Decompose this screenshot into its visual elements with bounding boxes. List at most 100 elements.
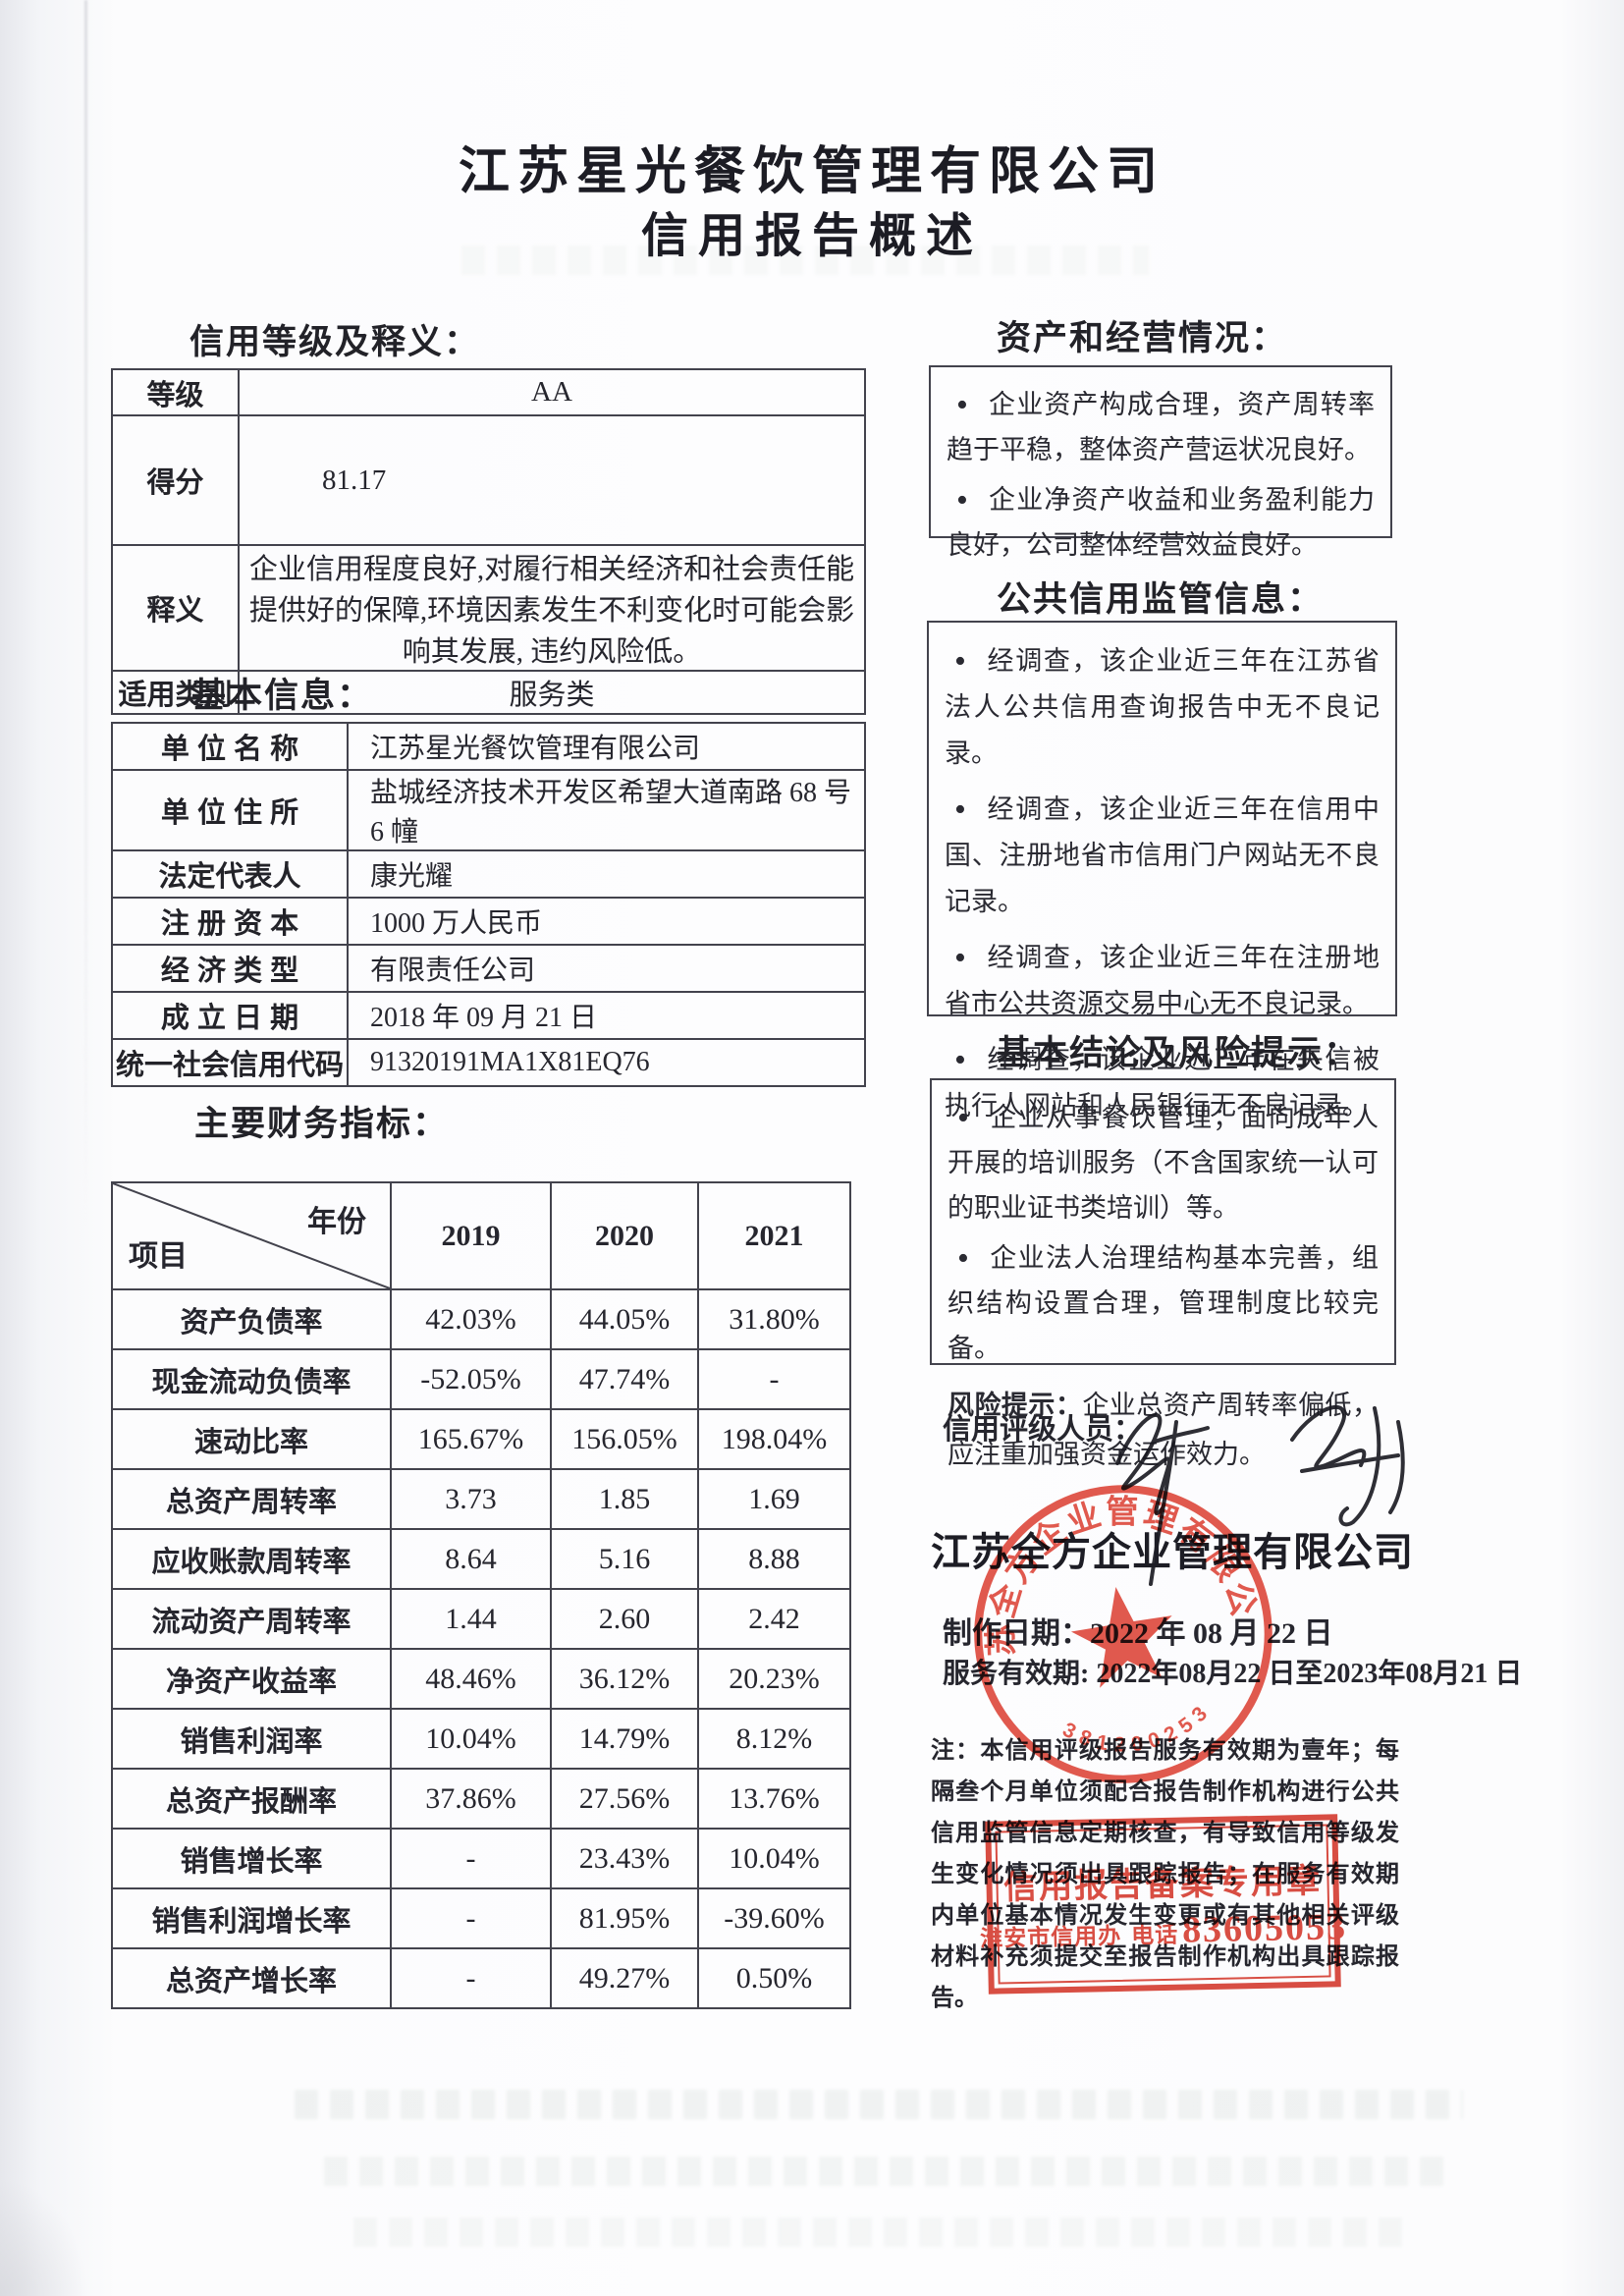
financial-table: 年份 项目 2019 2020 2021 资产负债率 42.03% 44.05% xyxy=(111,1181,851,2009)
financial-row-label: 总资产增长率 xyxy=(111,1947,392,2009)
rect-stamp-line2: 淮安市信用办 电话 83605053 xyxy=(980,1905,1348,1956)
validity-line: 服务有效期: 2022年08月22 日至2023年08月21 日 xyxy=(943,1652,1522,1691)
financial-value-2020: 27.56% xyxy=(550,1768,699,1830)
financial-value-2020: 5.16 xyxy=(550,1528,699,1590)
basic-info-value: 2018 年 09 月 21 日 xyxy=(347,991,866,1040)
report-title-company: 江苏星光餐饮管理有限公司 xyxy=(458,144,1165,200)
financial-row: 现金流动负债率 -52.05% 47.74% - xyxy=(111,1348,851,1410)
assets-bullet-list: 企业资产构成合理，资产周转率趋于平稳，整体资产营运状况良好。企业净资产收益和业务… xyxy=(931,367,1390,568)
financial-row: 应收账款周转率 8.64 5.16 8.88 xyxy=(111,1528,851,1590)
financial-year-header: 2020 xyxy=(550,1181,699,1290)
financial-value-2021: 0.50% xyxy=(697,1947,851,2009)
financial-value-2019: - xyxy=(390,1828,552,1889)
financial-value-2019: - xyxy=(390,1887,552,1949)
financial-row-label: 应收账款周转率 xyxy=(111,1528,392,1590)
rating-row-value: 81.17 xyxy=(238,414,866,546)
basic-info-value: 1000 万人民币 xyxy=(347,897,866,946)
public-credit-bullet: 经调查，该企业近三年在信用中国、注册地省市信用门户网站无不良记录。 xyxy=(945,785,1380,925)
financial-year-header: 2021 xyxy=(697,1181,851,1290)
diagonal-line xyxy=(113,1183,390,1288)
basic-info-label: 统一社会信用代码 xyxy=(111,1038,349,1087)
assets-box: 企业资产构成合理，资产周转率趋于平稳，整体资产营运状况良好。企业净资产收益和业务… xyxy=(929,365,1392,560)
conclusion-box: 企业从事餐饮管理；面向成年人开展的培训服务（不含国家统一认可的职业证书类培训）等… xyxy=(930,1078,1396,1469)
validity-label: 服务有效期: xyxy=(943,1659,1090,1689)
financial-value-2020: 44.05% xyxy=(550,1288,699,1350)
financial-value-2019: 8.64 xyxy=(390,1528,552,1590)
rating-table-row: 得分 81.17 xyxy=(111,414,866,546)
financial-value-2019: 37.86% xyxy=(390,1768,552,1830)
rater-signatures xyxy=(1115,1405,1405,1586)
financial-row-label: 资产负债率 xyxy=(111,1288,392,1350)
rating-row-label: 得分 xyxy=(111,414,240,546)
assets-bullet: 企业资产构成合理，资产周转率趋于平稳，整体资产营运状况良好。 xyxy=(947,381,1375,472)
basic-info-value: 江苏星光餐饮管理有限公司 xyxy=(347,722,866,771)
conclusion-bullet: 企业从事餐饮管理；面向成年人开展的培训服务（不含国家统一认可的职业证书类培训）等… xyxy=(947,1094,1379,1230)
financial-value-2020: 36.12% xyxy=(550,1648,699,1710)
financial-value-2021: -39.60% xyxy=(697,1887,851,1949)
conclusion-bullet-list: 企业从事餐饮管理；面向成年人开展的培训服务（不含国家统一认可的职业证书类培训）等… xyxy=(932,1080,1394,1371)
note-paragraph: 注：本信用评级报告服务有效期为壹年；每隔叁个月单位须配合报告制作机构进行公共信用… xyxy=(931,1738,1399,2011)
rating-row-value: 企业信用程度良好,对履行相关经济和社会责任能提供好的保障,环境因素发生不利变化时… xyxy=(238,544,866,672)
assets-section-heading: 资产和经营情况： xyxy=(997,319,1288,357)
financial-row-label: 总资产周转率 xyxy=(111,1468,392,1530)
financial-row-label: 销售利润增长率 xyxy=(111,1887,392,1949)
rect-stamp-line1: 信用报告备案专用章 xyxy=(1002,1863,1323,1906)
corner-item-label: 项目 xyxy=(129,1240,188,1273)
basic-info-heading: 基本信息： xyxy=(191,677,374,715)
ink-bleed-artifact xyxy=(461,246,1149,275)
basic-info-label: 法定代表人 xyxy=(111,849,349,899)
conclusion-bullet: 企业法人治理结构基本完善，组织结构设置合理，管理制度比较完备。 xyxy=(947,1234,1379,1371)
basic-info-label: 经 济 类 型 xyxy=(111,944,349,993)
financial-row: 资产负债率 42.03% 44.05% 31.80% xyxy=(111,1288,851,1350)
financial-value-2019: 3.73 xyxy=(390,1468,552,1530)
made-date-label: 制作日期： xyxy=(943,1617,1090,1650)
rect-stamp-phone-number: 83605053 xyxy=(1181,1905,1348,1951)
basic-info-row: 单 位 住 所 盐城经济技术开发区希望大道南路 68 号 6 幢 xyxy=(111,769,866,851)
financial-row: 净资产收益率 48.46% 36.12% 20.23% xyxy=(111,1648,851,1710)
financial-value-2021: 1.69 xyxy=(697,1468,851,1530)
ink-bleed-artifact xyxy=(324,2157,1453,2186)
financial-value-2021: 8.88 xyxy=(697,1528,851,1590)
financial-value-2020: 1.85 xyxy=(550,1468,699,1530)
financial-value-2020: 14.79% xyxy=(550,1708,699,1770)
financial-value-2019: - xyxy=(390,1947,552,2009)
rating-table: 等级 AA 得分 81.17 释义 企业信用程度良好,对履行相关经济和社会责任能… xyxy=(111,368,866,715)
basic-info-value: 91320191MA1X81EQ76 xyxy=(347,1038,866,1087)
round-company-stamp: 江苏全方企业管理有限公司 381200253 xyxy=(930,1441,1272,1783)
financial-section-heading: 主要财务指标： xyxy=(194,1105,450,1143)
basic-info-value: 康光耀 xyxy=(347,849,866,899)
risk-warning-text: 企业总资产周转率偏低，应注重加强资金运作效力。 xyxy=(947,1391,1380,1469)
financial-row-label: 总资产报酬率 xyxy=(111,1768,392,1830)
rater-label: 信用评级人员： xyxy=(943,1414,1143,1446)
financial-row-label: 现金流动负债率 xyxy=(111,1348,392,1410)
financial-value-2019: 165.67% xyxy=(390,1408,552,1470)
financial-value-2021: 13.76% xyxy=(697,1768,851,1830)
corner-year-label: 年份 xyxy=(307,1206,366,1238)
scan-corner-shadow xyxy=(0,2178,88,2296)
basic-info-value: 有限责任公司 xyxy=(347,944,866,993)
basic-info-table: 单 位 名 称 江苏星光餐饮管理有限公司 单 位 住 所 盐城经济技术开发区希望… xyxy=(111,722,866,1087)
financial-value-2021: 10.04% xyxy=(697,1828,851,1889)
conclusion-heading: 基本结论及风险提示： xyxy=(997,1034,1361,1072)
financial-row: 销售利润增长率 - 81.95% -39.60% xyxy=(111,1887,851,1949)
basic-info-label: 单 位 住 所 xyxy=(111,769,349,851)
financial-value-2019: 1.44 xyxy=(390,1588,552,1650)
rating-row-label: 释义 xyxy=(111,544,240,672)
financial-value-2020: 49.27% xyxy=(550,1947,699,2009)
assets-bullet: 企业净资产收益和业务盈利能力良好，公司整体经营效益良好。 xyxy=(947,476,1375,568)
rating-row-label: 等级 xyxy=(111,368,240,416)
financial-row: 流动资产周转率 1.44 2.60 2.42 xyxy=(111,1588,851,1650)
basic-info-label: 成 立 日 期 xyxy=(111,991,349,1040)
financial-corner-cell: 年份 项目 xyxy=(111,1181,392,1290)
risk-warning: 风险提示：企业总资产周转率偏低，应注重加强资金运作效力。 xyxy=(932,1375,1394,1479)
rating-row-label: 适用类别 xyxy=(111,670,240,715)
report-title-subtitle: 信用报告概述 xyxy=(640,210,983,262)
financial-row-label: 销售利润率 xyxy=(111,1708,392,1770)
financial-value-2021: 20.23% xyxy=(697,1648,851,1710)
basic-info-label: 注 册 资 本 xyxy=(111,897,349,946)
financial-row: 总资产增长率 - 49.27% 0.50% xyxy=(111,1947,851,2009)
stamp-star-icon xyxy=(1070,1587,1172,1688)
financial-value-2019: 10.04% xyxy=(390,1708,552,1770)
rating-table-row: 等级 AA xyxy=(111,368,866,416)
financial-value-2021: - xyxy=(697,1348,851,1410)
